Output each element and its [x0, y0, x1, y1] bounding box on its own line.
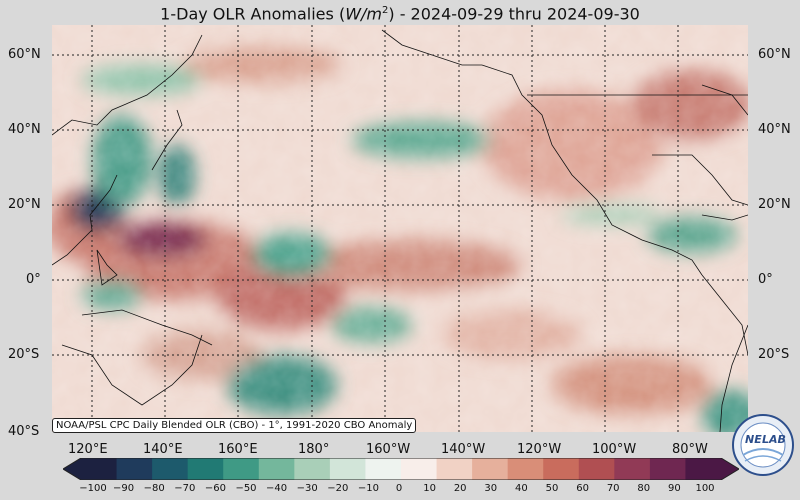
colorbar-segment [187, 458, 224, 480]
map-field [52, 25, 748, 432]
colorbar-tick-label: 20 [453, 483, 467, 494]
colorbar-tick-label: 60 [576, 483, 589, 494]
lat-label-right: 20°N [758, 197, 791, 212]
lat-label-left: 0° [26, 272, 41, 287]
colorbar-tick-label: −30 [296, 483, 318, 494]
lon-label: 100°W [592, 442, 637, 457]
colorbar-segment [578, 458, 615, 480]
colorbar-segment [401, 458, 438, 480]
lon-label: 140°E [143, 442, 183, 457]
colorbar-segment [472, 458, 509, 480]
colorbar-tick-label: 30 [484, 483, 498, 494]
colorbar-tick-label: −80 [143, 483, 165, 494]
colorbar-tick-label: 100 [695, 483, 715, 494]
colorbar-tick-label: −20 [327, 483, 349, 494]
lat-label-right: 60°N [758, 47, 791, 62]
lon-label: 80°W [672, 442, 708, 457]
colorbar-tick-label: −10 [357, 483, 379, 494]
lat-label-left: 20°S [8, 347, 40, 362]
colorbar [63, 458, 739, 480]
colorbar-tick-label: −50 [235, 483, 257, 494]
colorbar-tick-label: −70 [174, 483, 196, 494]
colorbar-segment [614, 458, 651, 480]
colorbar-tick-label: −100 [79, 483, 107, 494]
lon-label: 160°W [366, 442, 411, 457]
lon-label: 120°E [68, 442, 108, 457]
lat-label-right: 40°N [758, 122, 791, 137]
colorbar-tick-label: 10 [423, 483, 436, 494]
colorbar-segment [152, 458, 189, 480]
colorbar-segment [507, 458, 544, 480]
logo-text: NE [745, 433, 762, 446]
colorbar-segment [543, 458, 580, 480]
lat-label-right: 20°S [758, 347, 790, 362]
colorbar-tick-label: 70 [606, 483, 620, 494]
colorbar-tick-label: −90 [113, 483, 135, 494]
colorbar-segment [329, 458, 366, 480]
colorbar-segment [365, 458, 402, 480]
lat-label-left: 60°N [8, 47, 41, 62]
lat-label-right: 0° [758, 272, 773, 287]
colorbar-tick-label: 0 [395, 483, 403, 494]
colorbar-tick-label: −60 [204, 483, 226, 494]
colorbar-tick-label: 50 [545, 483, 559, 494]
colorbar-segment [436, 458, 473, 480]
noaa-logo-icon: NE LAB [732, 414, 794, 476]
logo-text: LAB [762, 433, 786, 446]
colorbar-tick-label: 80 [637, 483, 651, 494]
colorbar-tick-label: −40 [266, 483, 288, 494]
lon-label: 140°W [441, 442, 486, 457]
colorbar-arrow-right [721, 458, 739, 480]
colorbar-tick-label: 40 [515, 483, 528, 494]
lon-label: 160°E [218, 442, 258, 457]
colorbar-segment [685, 458, 722, 480]
olr-anomaly-map [52, 25, 748, 432]
colorbar-segment [649, 458, 686, 480]
colorbar-segment [223, 458, 260, 480]
colorbar-segment [294, 458, 331, 480]
lat-label-left: 40°N [8, 122, 41, 137]
texture-overlay [52, 25, 748, 432]
data-source-credit: NOAA/PSL CPC Daily Blended OLR (CBO) - 1… [52, 418, 417, 433]
colorbar-tick-label: 90 [668, 483, 681, 494]
map-title: 1-Day OLR Anomalies (W/m2) - 2024-09-29 … [160, 4, 640, 24]
colorbar-segment [258, 458, 295, 480]
lon-label: 120°W [517, 442, 562, 457]
graticule [52, 25, 748, 432]
colorbar-segment [81, 458, 118, 480]
colorbar-arrow-left [63, 458, 81, 480]
lat-label-left: 40°S [8, 424, 40, 439]
lat-label-left: 20°N [8, 197, 41, 212]
colorbar-segments [63, 458, 739, 480]
colorbar-segment [116, 458, 153, 480]
lon-label: 180° [298, 442, 330, 457]
